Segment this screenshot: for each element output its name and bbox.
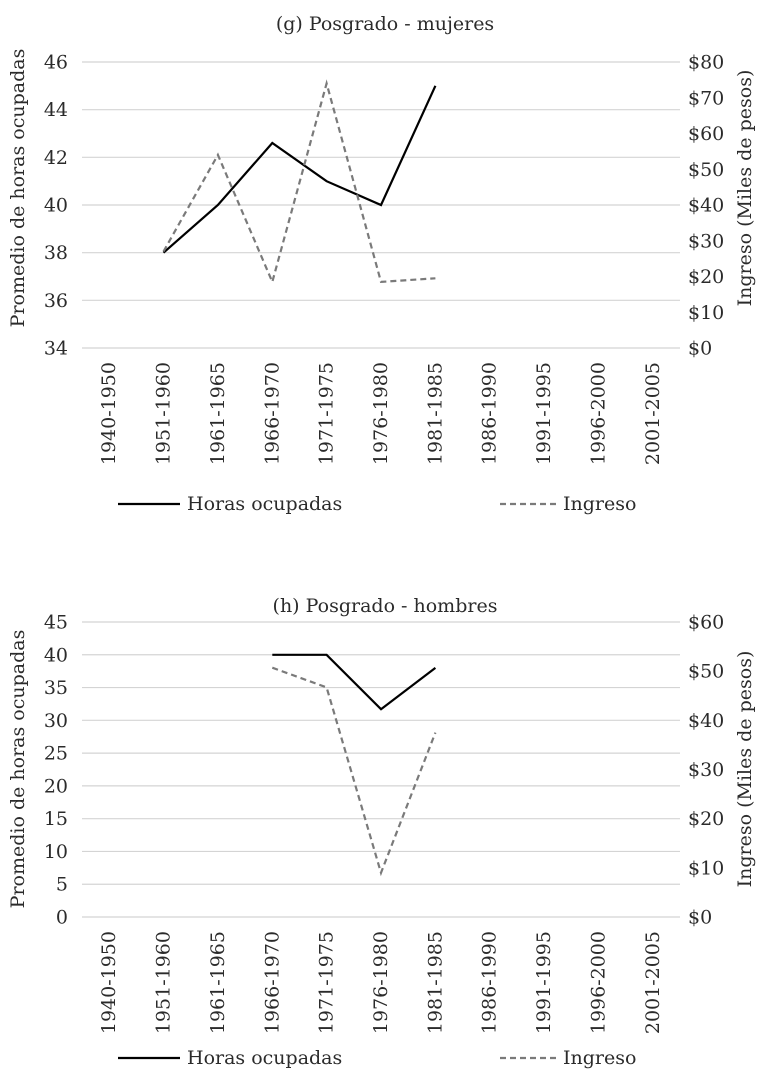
x-tick-label: 1981-1985 <box>424 362 446 465</box>
series-lines <box>162 79 437 286</box>
x-tick-label: 1976-1980 <box>370 931 392 1034</box>
y-left-tick-label: 10 <box>44 841 68 863</box>
y-left-tick-label: 42 <box>44 147 68 169</box>
y-right-tick-label: $70 <box>688 87 724 109</box>
x-tick-label: 1986-1990 <box>479 362 501 465</box>
y-right-tick-label: $20 <box>688 808 724 830</box>
y-left-tick-label: 0 <box>56 907 68 929</box>
x-tick-label: 1951-1960 <box>153 362 175 465</box>
x-tick-label: 1971-1975 <box>316 362 338 465</box>
x-tick-label: 1940-1950 <box>98 362 120 465</box>
y-left-tick-label: 40 <box>44 644 68 666</box>
y-left-ticks: 0 5 10 15 20 25 30 35 40 45 <box>44 612 68 929</box>
y-left-tick-label: 20 <box>44 775 68 797</box>
y-left-tick-label: 30 <box>44 710 68 732</box>
y-axis-label-right: Ingreso (Miles de pesos) <box>734 70 756 307</box>
y-right-tick-label: $60 <box>688 612 724 634</box>
y-left-tick-label: 38 <box>44 242 68 264</box>
legend-label-ingreso: Ingreso <box>563 493 636 515</box>
x-tick-label: 1991-1995 <box>533 362 555 465</box>
series-line-ingreso <box>162 79 436 286</box>
y-left-tick-label: 45 <box>44 612 68 634</box>
y-axis-label-right: Ingreso (Miles de pesos) <box>734 651 756 888</box>
gridlines <box>82 621 680 918</box>
legend-label-ingreso: Ingreso <box>563 1047 636 1069</box>
legend: Horas ocupadas Ingreso <box>118 1047 636 1069</box>
chart-h-posgrado-hombres: (h) Posgrado - hombres Promedio de horas… <box>7 595 756 1069</box>
x-ticks: 1940-1950 1951-1960 1961-1965 1966-1970 1971… <box>98 931 664 1034</box>
x-tick-label: 1996-2000 <box>587 362 609 465</box>
y-right-tick-label: $50 <box>688 159 724 181</box>
y-right-tick-label: $40 <box>688 195 724 217</box>
x-tick-label: 2001-2005 <box>642 362 664 465</box>
y-right-tick-label: $10 <box>688 302 724 324</box>
y-right-tick-label: $30 <box>688 759 724 781</box>
y-left-tick-label: 44 <box>44 99 68 121</box>
y-right-tick-label: $60 <box>688 123 724 145</box>
y-left-tick-label: 15 <box>44 808 68 830</box>
legend: Horas ocupadas Ingreso <box>118 493 636 515</box>
series-line-horas <box>272 653 437 711</box>
y-left-tick-label: 35 <box>44 677 68 699</box>
x-tick-label: 1986-1990 <box>479 931 501 1034</box>
series-line-ingreso <box>271 666 437 877</box>
x-tick-label: 1971-1975 <box>316 931 338 1034</box>
x-tick-label: 1961-1965 <box>207 931 229 1034</box>
y-left-tick-label: 36 <box>44 290 68 312</box>
gridlines <box>82 61 680 349</box>
y-right-tick-label: $30 <box>688 230 724 252</box>
y-left-tick-label: 40 <box>44 195 68 217</box>
legend-label-horas: Horas ocupadas <box>187 493 342 515</box>
x-tick-label: 1976-1980 <box>370 362 392 465</box>
y-right-tick-label: $80 <box>688 52 724 74</box>
y-axis-label-left: Promedio de horas ocupadas <box>7 49 29 328</box>
y-right-ticks: $0 $10 $20 $30 $40 $50 $60 $70 $80 <box>688 52 724 360</box>
legend-label-horas: Horas ocupadas <box>187 1047 342 1069</box>
y-right-tick-label: $10 <box>688 857 724 879</box>
x-tick-label: 1951-1960 <box>153 931 175 1034</box>
y-right-tick-label: $0 <box>688 907 712 929</box>
x-tick-label: 1996-2000 <box>587 931 609 1034</box>
y-left-tick-label: 34 <box>44 338 68 360</box>
y-right-tick-label: $40 <box>688 710 724 732</box>
y-right-tick-label: $20 <box>688 266 724 288</box>
series-line-horas <box>162 85 437 254</box>
x-tick-label: 1966-1970 <box>261 362 283 465</box>
y-left-ticks: 34 36 38 40 42 44 46 <box>44 52 68 360</box>
chart-title: (h) Posgrado - hombres <box>273 595 498 617</box>
chart-g-posgrado-mujeres: (g) Posgrado - mujeres Promedio de horas… <box>7 13 756 515</box>
x-tick-label: 1981-1985 <box>424 931 446 1034</box>
x-tick-label: 1966-1970 <box>261 931 283 1034</box>
y-right-ticks: $0 $10 $20 $30 $40 $50 $60 <box>688 612 724 929</box>
x-ticks: 1940-1950 1951-1960 1961-1965 1966-1970 1971… <box>98 362 664 465</box>
x-tick-label: 1940-1950 <box>98 931 120 1034</box>
x-tick-label: 1961-1965 <box>207 362 229 465</box>
y-axis-label-left: Promedio de horas ocupadas <box>7 630 29 909</box>
y-right-tick-label: $50 <box>688 661 724 683</box>
x-tick-label: 1991-1995 <box>533 931 555 1034</box>
y-left-tick-label: 5 <box>56 874 68 896</box>
y-right-tick-label: $0 <box>688 338 712 360</box>
y-left-tick-label: 25 <box>44 743 68 765</box>
chart-title: (g) Posgrado - mujeres <box>276 13 494 35</box>
series-lines <box>271 653 437 877</box>
y-left-tick-label: 46 <box>44 52 68 74</box>
x-tick-label: 2001-2005 <box>642 931 664 1034</box>
